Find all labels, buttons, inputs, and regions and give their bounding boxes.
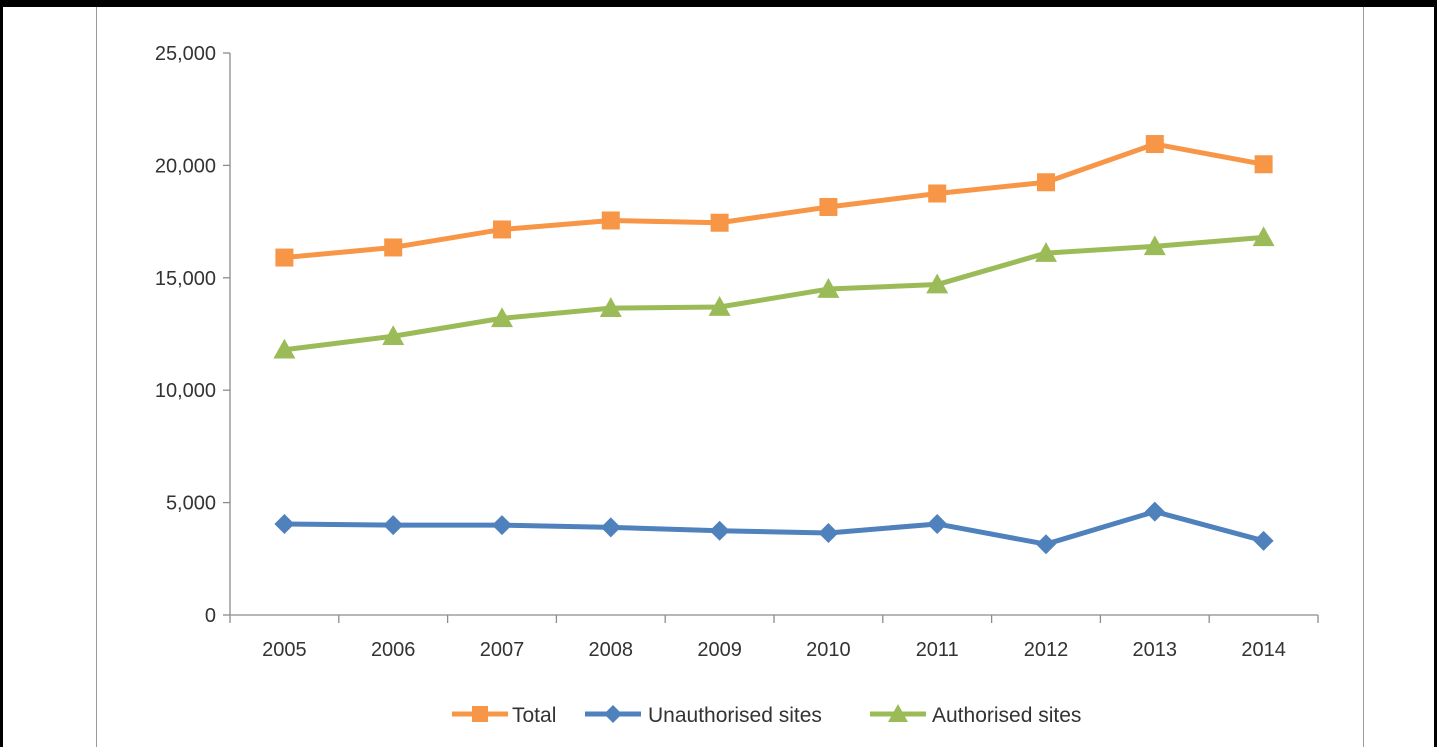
top-border [0, 0, 1437, 7]
x-tick-label: 2013 [1133, 639, 1178, 661]
data-point-unauthorised-sites [383, 515, 404, 536]
data-point-unauthorised-sites [600, 517, 621, 538]
data-point-authorised-sites [926, 273, 949, 294]
data-point-authorised-sites [1252, 226, 1275, 247]
x-tick-label: 2006 [371, 639, 416, 661]
data-point-unauthorised-sites [492, 515, 512, 536]
chart-frame [96, 7, 1364, 747]
data-point-authorised-sites [382, 325, 405, 346]
y-axis-ticks: 0 5,000 10,000 15,000 20,000 25,000 [155, 43, 230, 627]
data-point-authorised-sites [817, 278, 840, 298]
series-layer [273, 135, 1275, 555]
data-point-unauthorised-sites [274, 513, 295, 534]
data-point-authorised-sites [1035, 242, 1057, 262]
x-tick-label: 2011 [916, 639, 959, 661]
series-line-total [284, 141, 1265, 261]
x-tick-label: 2014 [1241, 639, 1286, 661]
y-tick-label: 0 [205, 605, 216, 627]
data-point-total [1145, 135, 1164, 154]
data-point-total [275, 248, 294, 267]
data-point-total [493, 220, 511, 239]
x-tick-label: 2010 [806, 639, 851, 661]
data-point-total [1254, 155, 1273, 174]
x-axis-ticks: 2005 2006 2007 2008 2009 2010 2011 2012 2013 2014 [229, 615, 1319, 661]
y-tick-label: 25,000 [155, 43, 216, 65]
series-total [275, 135, 1273, 267]
x-tick-label: 2008 [589, 639, 634, 661]
data-point-authorised-sites [273, 338, 296, 359]
data-point-unauthorised-sites [818, 522, 839, 543]
y-tick-label: 5,000 [166, 493, 216, 515]
legend-marker-total [472, 706, 488, 722]
data-point-unauthorised-sites [927, 513, 948, 534]
legend: Total Unauthorised sites Authorised sites [452, 704, 1081, 727]
series-line-unauthorised-sites [284, 509, 1265, 547]
data-point-total [928, 184, 947, 203]
data-point-total [601, 211, 620, 230]
x-tick-label: 2005 [262, 639, 307, 661]
legend-label-total: Total [512, 704, 556, 727]
y-tick-label: 10,000 [155, 380, 216, 402]
series-unauthorised-sites [274, 501, 1274, 555]
data-point-total [384, 238, 403, 257]
series-line-authorised-sites [284, 234, 1264, 353]
data-point-authorised-sites [599, 297, 622, 317]
data-point-unauthorised-sites [1253, 530, 1274, 551]
legend-item-authorised-sites: Authorised sites [870, 704, 1081, 727]
data-point-total [819, 197, 838, 216]
legend-marker-unauthorised-sites [604, 705, 622, 723]
legend-item-unauthorised-sites: Unauthorised sites [585, 704, 822, 727]
data-point-unauthorised-sites [1144, 501, 1165, 522]
x-tick-label: 2009 [697, 639, 742, 661]
outer-right-border [1434, 0, 1437, 747]
data-point-unauthorised-sites [1036, 534, 1056, 555]
data-point-total [710, 213, 729, 232]
legend-marker-authorised-sites [888, 704, 908, 722]
y-tick-label: 20,000 [155, 155, 216, 177]
outer-left-border [0, 0, 3, 747]
x-tick-label: 2007 [480, 639, 525, 661]
series-authorised-sites [273, 226, 1275, 359]
data-point-total [1037, 173, 1055, 192]
y-tick-label: 15,000 [155, 268, 216, 290]
legend-item-total: Total [452, 704, 556, 727]
data-point-unauthorised-sites [709, 520, 730, 541]
data-point-authorised-sites [491, 307, 513, 328]
data-point-authorised-sites [708, 296, 731, 316]
x-tick-label: 2012 [1024, 639, 1069, 661]
legend-label-authorised-sites: Authorised sites [932, 704, 1081, 727]
legend-label-unauthorised-sites: Unauthorised sites [648, 704, 822, 727]
data-point-authorised-sites [1143, 235, 1166, 256]
